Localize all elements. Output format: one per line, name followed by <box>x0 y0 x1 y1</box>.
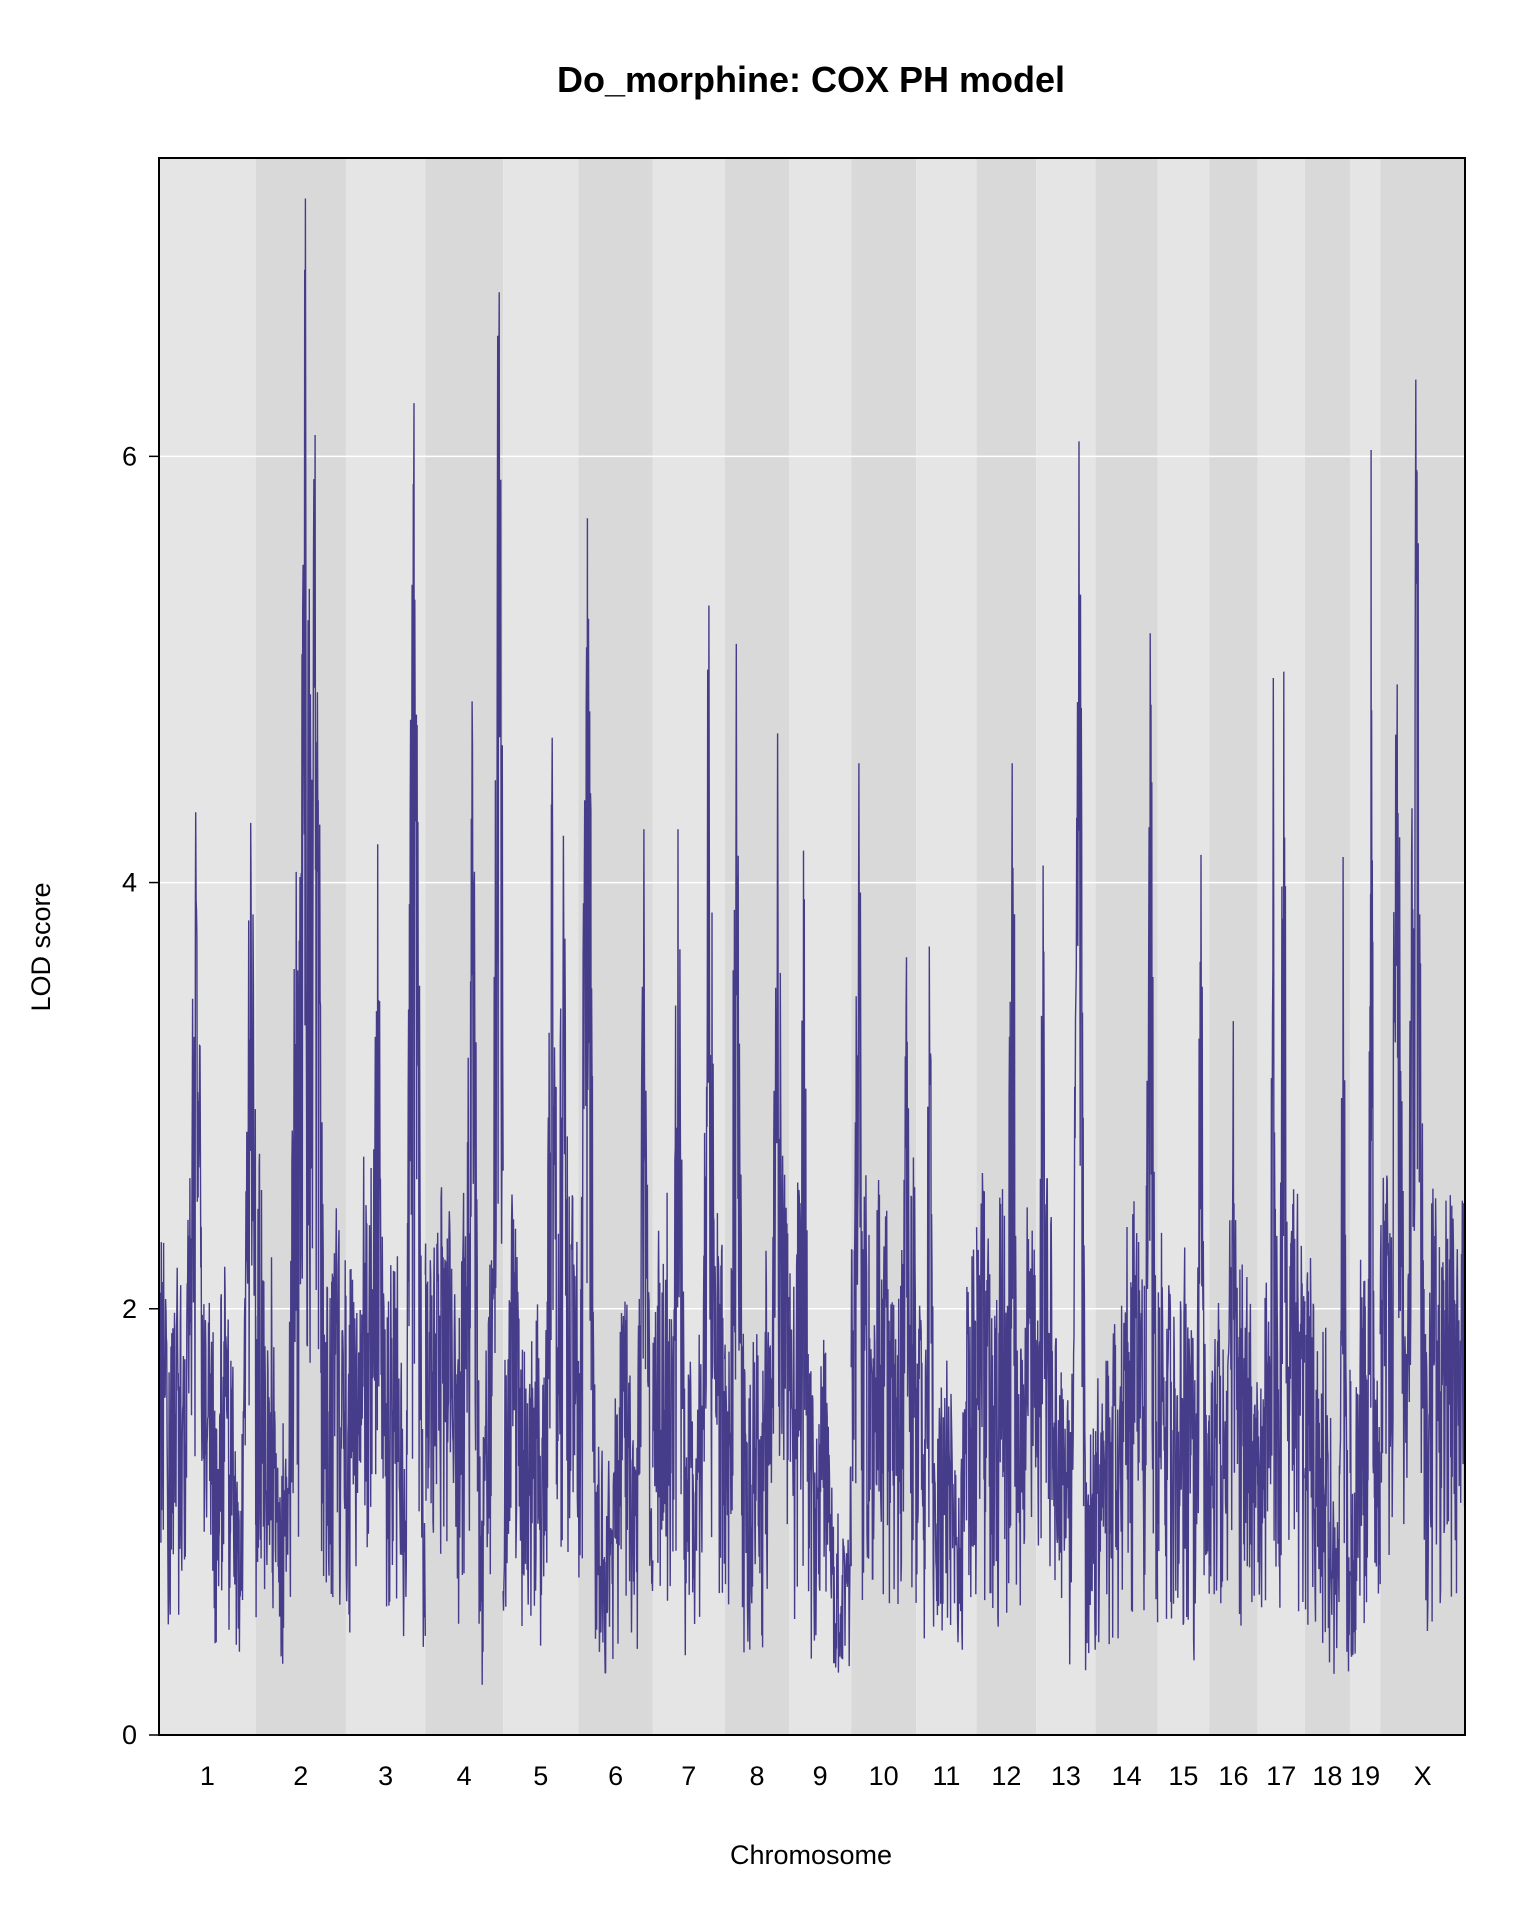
lod-line-chr-15 <box>1156 854 1210 1661</box>
y-tick-label: 2 <box>122 1294 137 1324</box>
x-tick-label: 12 <box>991 1761 1021 1791</box>
lod-line-chr-9 <box>788 850 852 1673</box>
x-tick-label: X <box>1414 1761 1432 1791</box>
lod-line-chr-3 <box>345 403 426 1647</box>
x-tick-label: 16 <box>1218 1761 1248 1791</box>
x-tick-label: 15 <box>1168 1761 1198 1791</box>
lod-line-chr-12 <box>975 763 1037 1627</box>
y-tick-label: 0 <box>122 1720 137 1750</box>
x-tick-label: 17 <box>1266 1761 1296 1791</box>
x-tick-label: 18 <box>1312 1761 1342 1791</box>
lod-series <box>158 198 1466 1685</box>
lod-line-chr-8 <box>724 643 790 1653</box>
x-tick-label: 7 <box>681 1761 696 1791</box>
x-tick-label: 13 <box>1051 1761 1081 1791</box>
x-tick-label: 9 <box>813 1761 828 1791</box>
x-tick-label: 14 <box>1112 1761 1142 1791</box>
y-axis: 0 2 4 6 <box>122 441 159 1750</box>
lod-line-chr-7 <box>652 605 726 1656</box>
chart-title: Do_morphine: COX PH model <box>557 59 1065 100</box>
y-tick-label: 6 <box>122 441 137 471</box>
lod-line-chr-6 <box>577 518 654 1674</box>
x-tick-label: 3 <box>378 1761 393 1791</box>
x-tick-label: 4 <box>457 1761 472 1791</box>
x-tick-label: 8 <box>749 1761 764 1791</box>
x-tick-label: 11 <box>932 1761 960 1791</box>
y-tick-label: 4 <box>122 868 137 898</box>
lod-line-chr-1 <box>158 812 257 1652</box>
lod-line-chr-19 <box>1349 449 1381 1657</box>
lod-line-chr-13 <box>1035 441 1097 1671</box>
x-tick-label: 2 <box>293 1761 308 1791</box>
lod-line-chr-11 <box>915 946 978 1650</box>
x-tick-label: 19 <box>1350 1761 1380 1791</box>
lod-line-chr-2 <box>255 198 347 1664</box>
x-tick-label: 5 <box>533 1761 548 1791</box>
y-axis-label: LOD score <box>26 882 56 1011</box>
x-tick-label: 10 <box>869 1761 899 1791</box>
lod-line-chr-14 <box>1094 633 1159 1645</box>
lod-line-chr-17 <box>1257 671 1306 1612</box>
x-tick-labels: 1 2 3 4 5 6 7 8 9 10 11 12 13 14 15 16 17 18 19 X <box>200 1761 1432 1791</box>
lod-line-chr-4 <box>424 292 504 1685</box>
x-axis-label: Chromosome <box>730 1840 892 1870</box>
plot-frame <box>158 157 1466 1736</box>
lod-line-chr-x <box>1379 379 1466 1632</box>
lod-line-chr-16 <box>1208 1021 1259 1626</box>
lod-line-chr-18 <box>1304 856 1351 1674</box>
lod-line-chr-5 <box>502 737 580 1646</box>
x-tick-label: 1 <box>200 1761 215 1791</box>
x-tick-label: 6 <box>608 1761 623 1791</box>
lod-line-chr-10 <box>850 763 917 1605</box>
